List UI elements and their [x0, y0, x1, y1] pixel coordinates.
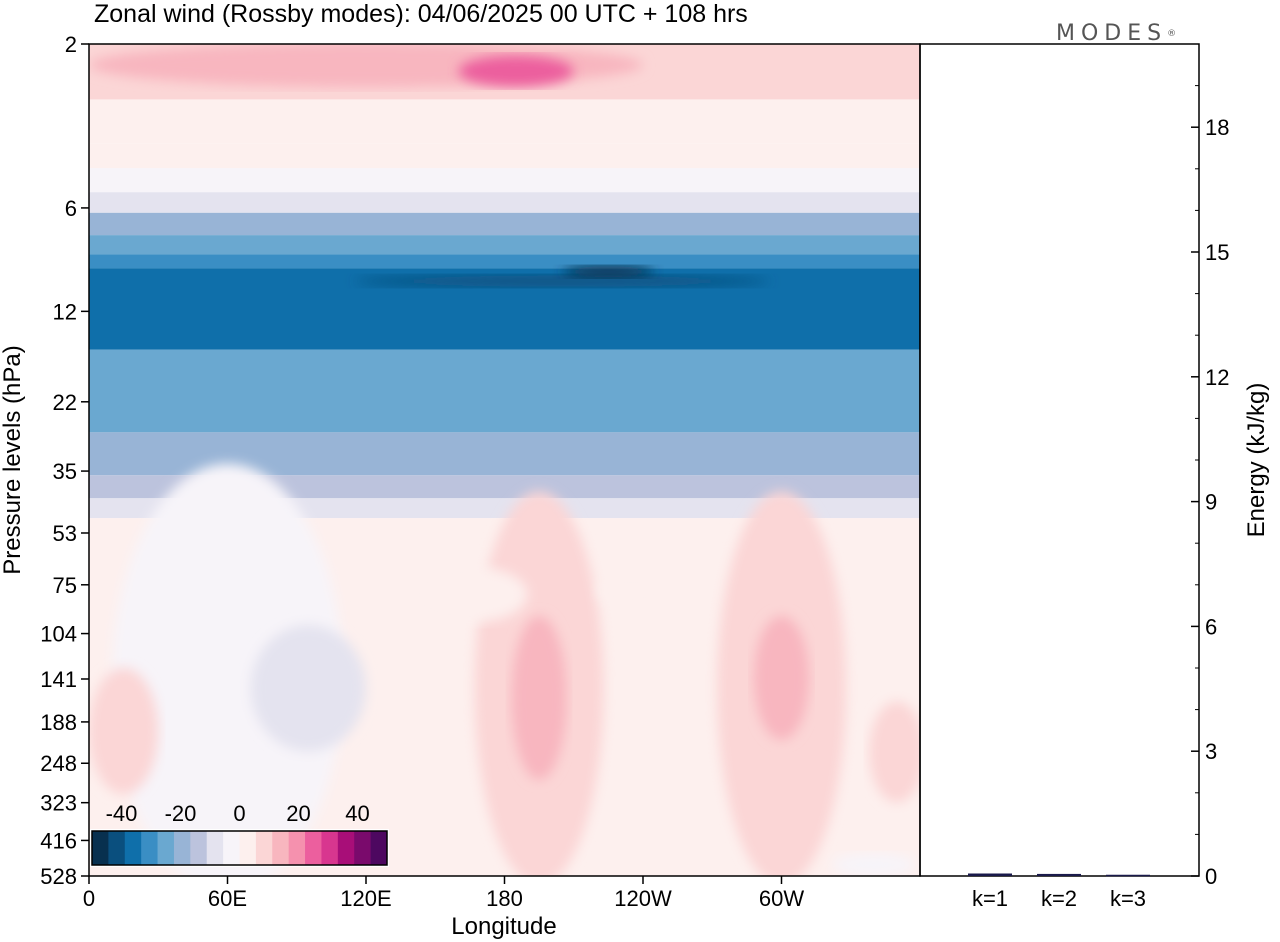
- wind-band-1: [89, 99, 920, 144]
- y-tick-label-2: 12: [53, 299, 77, 324]
- energy-tick-label-4: 12: [1205, 365, 1229, 390]
- logo-text: MODES: [1056, 21, 1168, 46]
- colorbar-swatch-10: [255, 831, 273, 865]
- energy-tick-label-1: 3: [1205, 739, 1217, 764]
- energy-tick-label-5: 15: [1205, 240, 1229, 265]
- y-tick-label-11: 323: [40, 791, 77, 816]
- wind-band-2: [89, 143, 920, 169]
- wind-band-6: [89, 235, 920, 255]
- x-tick-label-1: 60E: [208, 886, 247, 911]
- colorbar-tick-label-1: -20: [165, 801, 197, 826]
- wind-feature-9: [753, 615, 810, 740]
- wind-field: [89, 44, 920, 876]
- y-tick-label-9: 188: [40, 710, 77, 735]
- colorbar-swatch-13: [305, 831, 322, 865]
- y-axis-label: Pressure levels (hPa): [0, 345, 26, 574]
- colorbar-swatch-5: [173, 831, 191, 865]
- colorbar-swatch-12: [288, 831, 306, 865]
- modes-logo: MODES®: [1056, 22, 1176, 46]
- wind-feature-2: [354, 275, 770, 288]
- x-axis: 0 60E 120E 180 120W 60W: [83, 876, 804, 911]
- wind-band-9: [89, 349, 920, 433]
- colorbar-swatch-0: [92, 831, 109, 865]
- colorbar-swatch-6: [190, 831, 208, 865]
- y-tick-label-4: 35: [53, 459, 77, 484]
- y-tick-label-5: 53: [53, 521, 77, 546]
- energy-bar-k=2: [1037, 873, 1081, 876]
- energy-category-label-1: k=2: [1041, 886, 1077, 911]
- energy-tick-label-2: 6: [1205, 614, 1217, 639]
- y-tick-label-1: 6: [65, 196, 77, 221]
- wind-band-5: [89, 212, 920, 236]
- colorbar-swatch-7: [206, 831, 224, 865]
- y-tick-label-13: 528: [40, 864, 77, 889]
- y-tick-label-8: 141: [40, 667, 77, 692]
- wind-feature-12: [596, 576, 667, 606]
- energy-axis-label: Energy (kJ/kg): [1243, 383, 1270, 538]
- energy-bars: k=1 k=2 k=3: [968, 873, 1150, 911]
- y-tick-label-7: 104: [40, 622, 77, 647]
- colorbar-swatch-16: [354, 831, 372, 865]
- colorbar-swatch-3: [141, 831, 159, 865]
- x-tick-label-3: 180: [486, 886, 523, 911]
- wind-feature-3: [562, 265, 655, 278]
- colorbar-swatch-9: [239, 831, 257, 865]
- wind-feature-7: [511, 615, 567, 780]
- energy-tick-label-3: 9: [1205, 490, 1217, 515]
- x-tick-label-2: 120E: [340, 886, 391, 911]
- x-tick-label-4: 120W: [614, 886, 672, 911]
- colorbar-swatch-11: [272, 831, 290, 865]
- colorbar: -40 -20 0 20 40: [90, 801, 389, 867]
- wind-band-7: [89, 254, 920, 269]
- x-axis-label: Longitude: [451, 913, 556, 940]
- wind-feature-11: [412, 566, 528, 623]
- colorbar-swatch-17: [370, 831, 388, 865]
- energy-frame: [919, 43, 1200, 877]
- y-axis: 2 6 12 22 35 53 75 104 141 188 248 323 416 528: [40, 32, 89, 889]
- colorbar-frame: [91, 830, 388, 866]
- energy-bar-k=1: [968, 873, 1012, 876]
- y-tick-label-6: 75: [53, 573, 77, 598]
- x-tick-label-0: 0: [83, 886, 95, 911]
- energy-bar-k=3: [1106, 874, 1150, 877]
- wind-feature-13: [869, 701, 920, 803]
- wind-feature-1: [458, 55, 574, 87]
- energy-tick-label-0: 0: [1205, 864, 1217, 889]
- colorbar-tick-label-2: 0: [233, 801, 245, 826]
- colorbar-swatch-8: [223, 831, 240, 865]
- colorbar-tick-label-4: 40: [345, 801, 369, 826]
- wind-feature-14: [832, 852, 916, 876]
- registered-mark: ®: [1167, 29, 1177, 39]
- colorbar-swatch-14: [321, 831, 339, 865]
- colorbar-swatch-1: [108, 831, 126, 865]
- wind-band-11: [89, 475, 920, 499]
- y-tick-label-12: 416: [40, 828, 77, 853]
- wind-feature-4: [112, 463, 343, 876]
- colorbar-swatch-4: [157, 831, 175, 865]
- wind-feature-5: [250, 625, 366, 752]
- colorbar-tick-label-0: -40: [106, 801, 138, 826]
- y-tick-label-3: 22: [53, 390, 77, 415]
- wind-feature-10: [89, 667, 159, 795]
- energy-category-label-2: k=3: [1110, 886, 1146, 911]
- x-tick-label-5: 60W: [759, 886, 804, 911]
- energy-tick-label-6: 18: [1205, 115, 1229, 140]
- wind-band-4: [89, 192, 920, 213]
- energy-axis: 0 3 6 9 12 15 18: [1191, 85, 1229, 889]
- colorbar-swatch-2: [124, 831, 142, 865]
- wind-band-3: [89, 168, 920, 193]
- y-tick-label-0: 2: [65, 32, 77, 57]
- colorbar-tick-label-3: 20: [286, 801, 310, 826]
- y-tick-label-10: 248: [40, 751, 77, 776]
- energy-category-label-0: k=1: [972, 886, 1008, 911]
- chart-title: Zonal wind (Rossby modes): 04/06/2025 00…: [94, 0, 748, 28]
- colorbar-swatch-15: [337, 831, 355, 865]
